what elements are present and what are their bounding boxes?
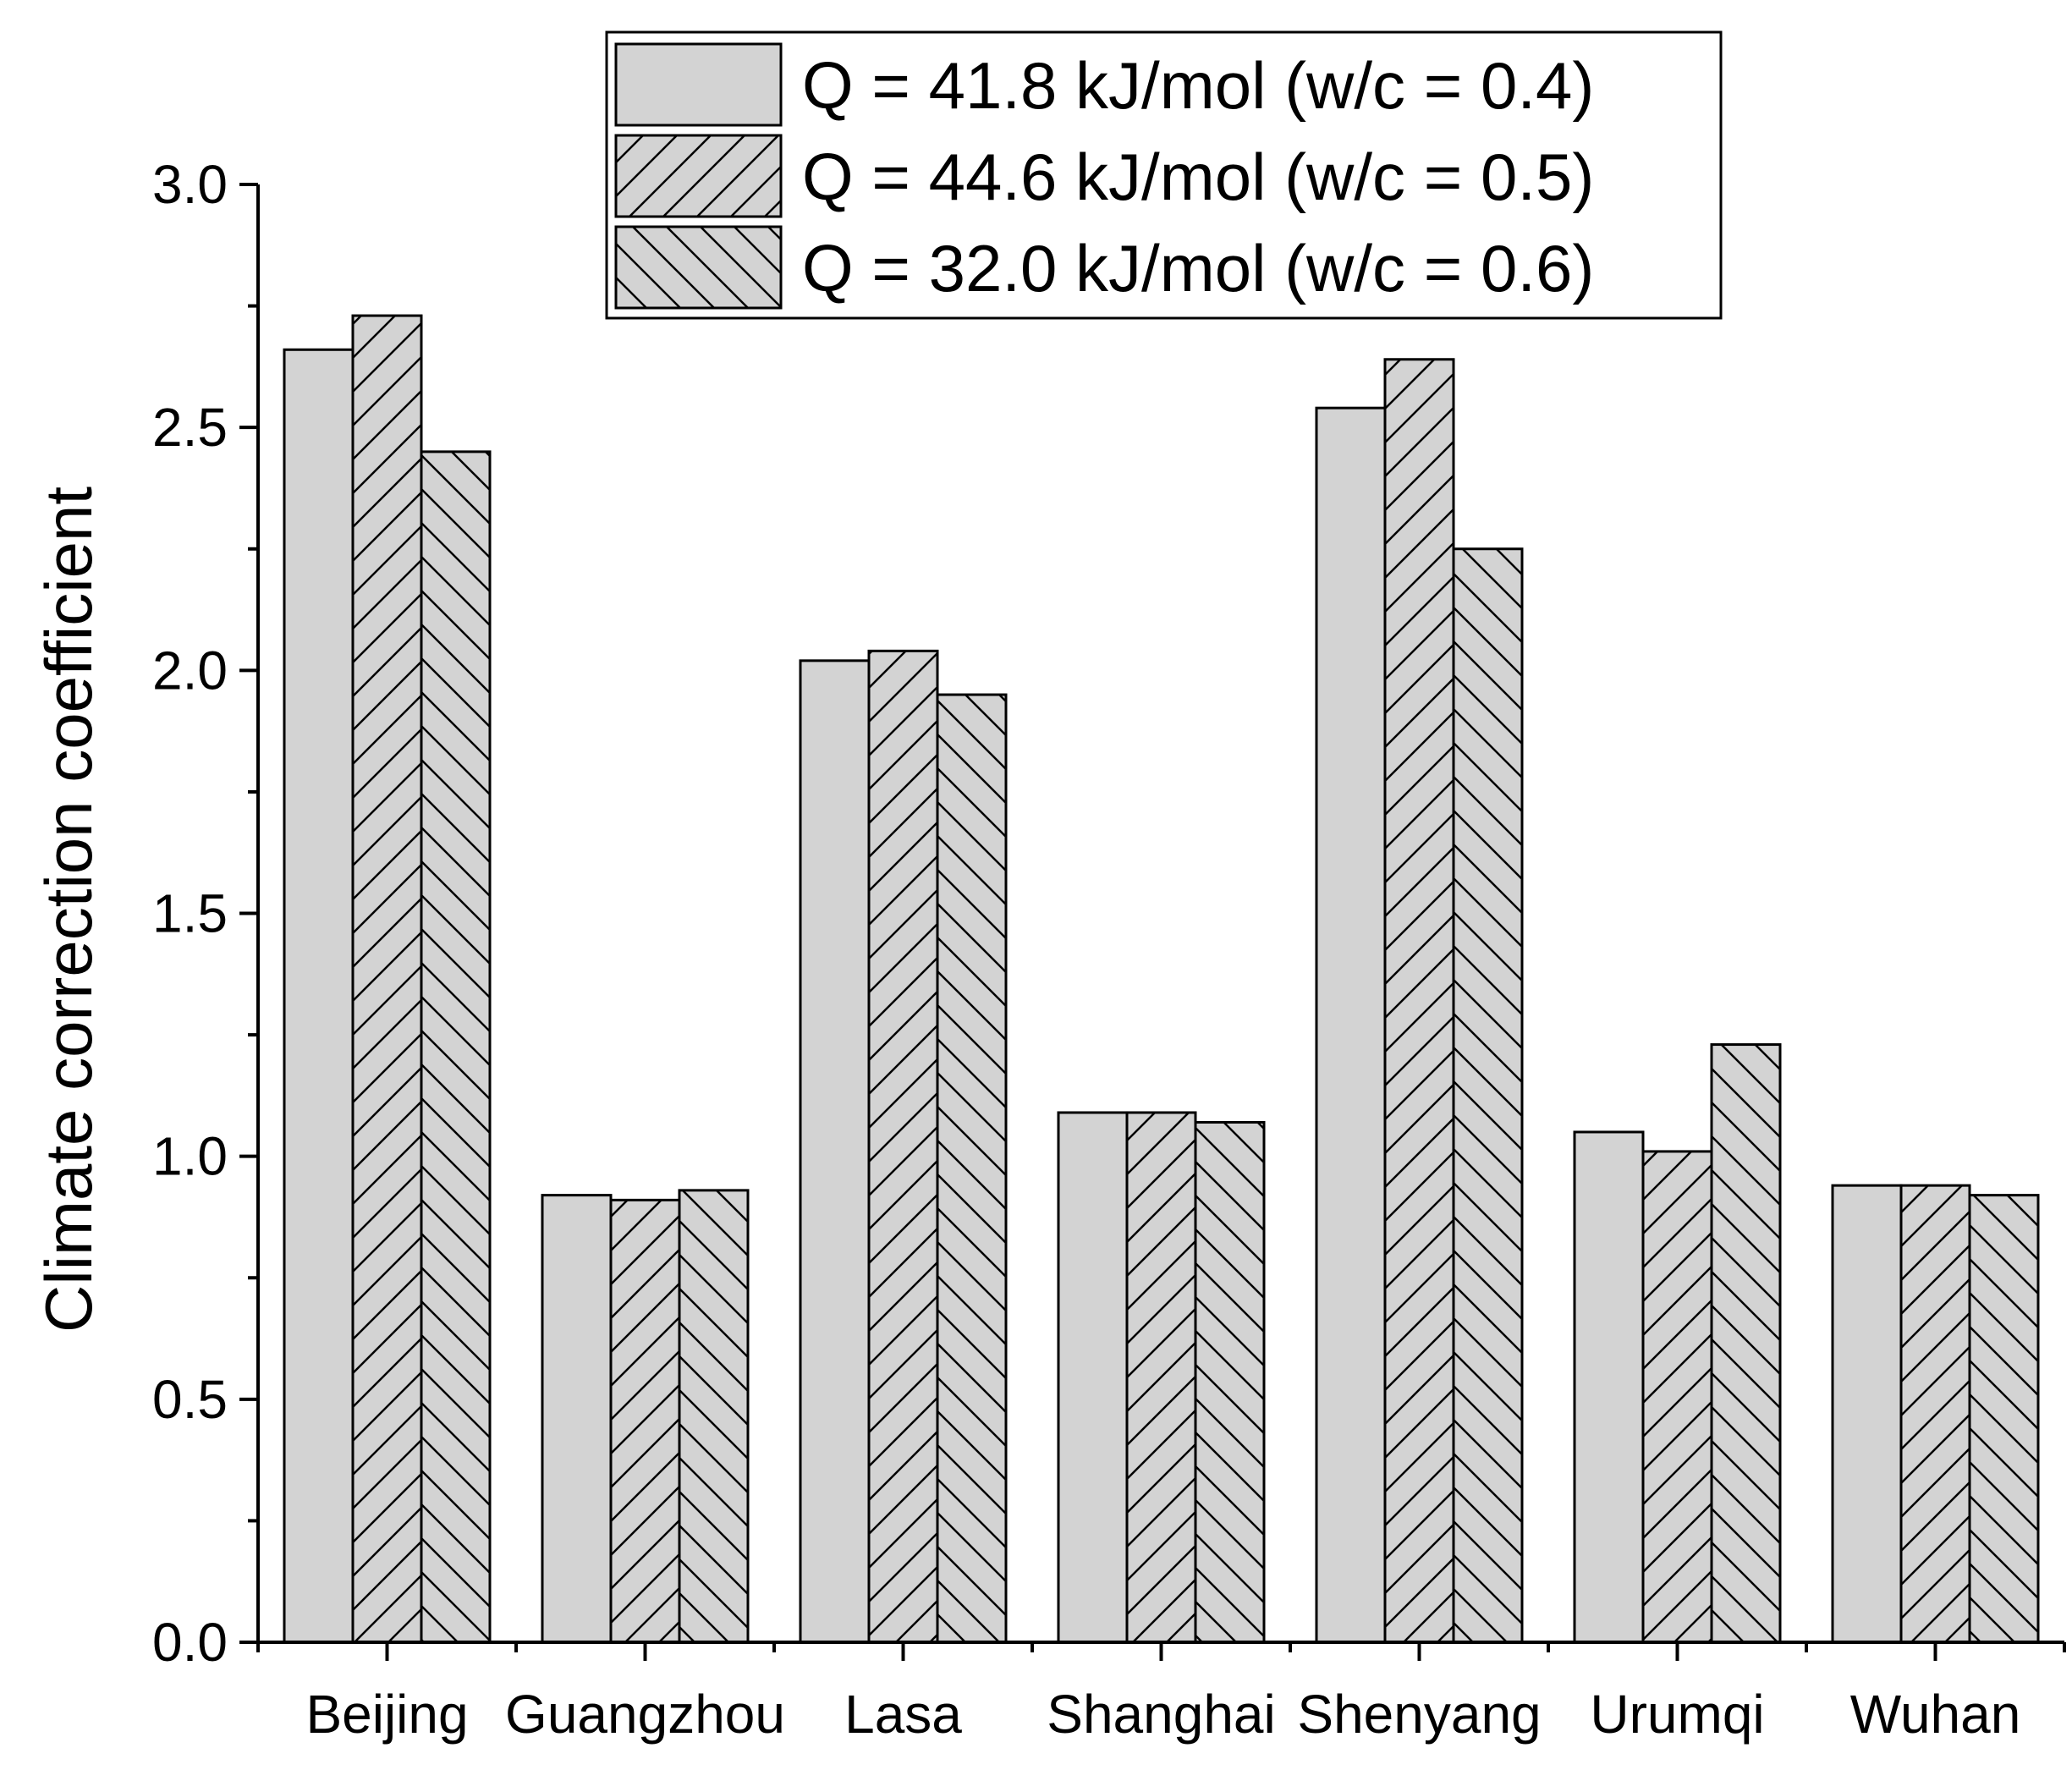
bar-shenyang-series-3 (1452, 547, 1524, 1644)
bar-wuhan-series-1 (1831, 1184, 1903, 1644)
bar-guangzhou-series-1 (541, 1194, 613, 1644)
legend: Q = 41.8 kJ/mol (w/c = 0.4) Q = 44.6 kJ/m… (605, 30, 1723, 320)
bar-shenyang-series-2 (1383, 358, 1455, 1644)
legend-label-2: Q = 44.6 kJ/mol (w/c = 0.5) (802, 140, 1594, 214)
bar-guangzhou-series-2 (609, 1198, 681, 1644)
x-tick-label-guangzhou: Guangzhou (505, 1684, 785, 1745)
bar-shenyang-series-1 (1315, 406, 1387, 1644)
bar-shanghai-series-2 (1125, 1111, 1197, 1644)
bar-lasa-series-2 (867, 649, 939, 1644)
bar-urumqi-series-2 (1641, 1150, 1713, 1644)
y-tick-label-2.5: 2.5 (152, 397, 228, 458)
bar-wuhan-series-2 (1899, 1184, 1971, 1644)
bar-shanghai-series-1 (1057, 1111, 1129, 1644)
legend-box (605, 30, 1723, 320)
x-tick-label-wuhan: Wuhan (1850, 1684, 2021, 1745)
legend-swatch-2 (614, 134, 783, 218)
x-tick-label-shenyang: Shenyang (1297, 1684, 1541, 1745)
axes-group: 0.0 0.5 1.0 1.5 2.0 2.5 3.0 Beijing Guangzhou Las… (152, 154, 2066, 1745)
bar-shanghai-series-3 (1194, 1120, 1266, 1644)
x-tick-label-urumqi: Urumqi (1590, 1684, 1764, 1745)
bar-lasa-series-1 (799, 659, 871, 1644)
bars-group (283, 314, 2040, 1644)
x-tick-label-lasa: Lasa (844, 1684, 962, 1745)
x-tick-label-beijing: Beijing (305, 1684, 468, 1745)
bar-wuhan-series-3 (1968, 1194, 2040, 1644)
legend-label-3: Q = 32.0 kJ/mol (w/c = 0.6) (802, 231, 1594, 305)
y-tick-label-1.0: 1.0 (152, 1126, 228, 1187)
bar-beijing-series-2 (351, 314, 423, 1644)
bar-beijing-series-1 (283, 348, 354, 1644)
legend-label-1: Q = 41.8 kJ/mol (w/c = 0.4) (802, 48, 1594, 123)
y-tick-label-0.5: 0.5 (152, 1369, 228, 1430)
bar-beijing-series-3 (420, 450, 492, 1644)
legend-swatch-3 (614, 225, 783, 310)
y-tick-label-1.5: 1.5 (152, 883, 228, 944)
y-axis-title: Climate correction coefficient (31, 486, 106, 1333)
bar-urumqi-series-1 (1573, 1130, 1645, 1644)
bar-lasa-series-3 (936, 693, 1008, 1644)
bar-guangzhou-series-3 (678, 1189, 750, 1644)
bar-urumqi-series-3 (1710, 1043, 1782, 1644)
y-tick-label-0.0: 0.0 (152, 1612, 228, 1673)
legend-swatch-1 (614, 42, 783, 127)
x-tick-label-shanghai: Shanghai (1047, 1684, 1275, 1745)
y-tick-label-2.0: 2.0 (152, 640, 228, 701)
y-tick-label-3.0: 3.0 (152, 154, 228, 215)
